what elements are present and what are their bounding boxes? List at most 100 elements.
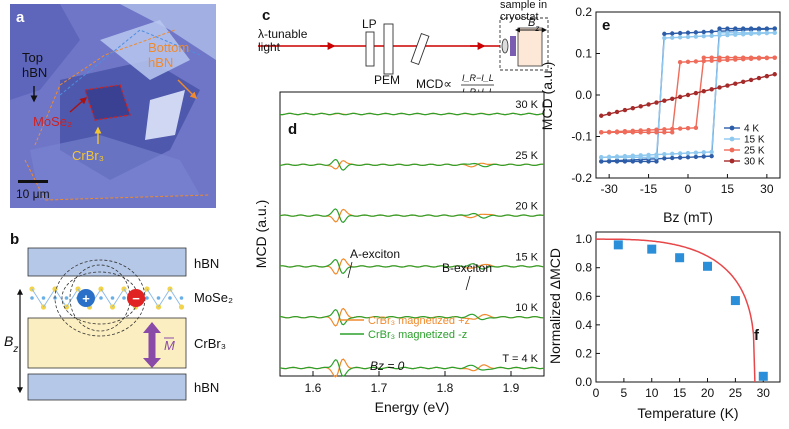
data-point xyxy=(654,100,659,105)
data-point xyxy=(756,56,762,61)
data-point xyxy=(675,253,685,263)
data-point xyxy=(741,56,746,62)
mcd-trace xyxy=(279,158,545,171)
hbn-bottom-label: hBN xyxy=(194,380,219,395)
data-point xyxy=(670,130,675,135)
data-point xyxy=(701,89,706,94)
data-point xyxy=(646,102,651,107)
x-tick-label: 15 xyxy=(721,182,735,196)
electron-circle xyxy=(127,289,145,307)
mcd-trace xyxy=(279,112,545,116)
mo-atom xyxy=(145,296,149,300)
data-point xyxy=(613,240,623,250)
x-tick-label: 1.9 xyxy=(503,381,520,395)
data-point xyxy=(725,32,730,38)
y-tick-label: 0.2 xyxy=(575,5,592,19)
data-point xyxy=(630,130,635,135)
panel-b-letter: b xyxy=(10,231,19,248)
data-point xyxy=(709,153,714,159)
panel-e: e -30 -15 0 15 30 -0.2 -0.1 0.0 0.1 0.2 4 K15 K25 … xyxy=(539,5,781,225)
x-tick-label: 20 xyxy=(701,386,715,400)
data-point xyxy=(685,30,691,35)
data-point xyxy=(599,155,604,160)
temperature-label: 15 K xyxy=(515,251,538,263)
legend-label: 15 K xyxy=(744,135,765,146)
panel-a-letter: a xyxy=(16,9,25,26)
chart-f-ylabel: Normalized ΔMCD xyxy=(547,248,563,364)
data-point xyxy=(670,35,675,40)
data-point xyxy=(717,85,722,90)
data-point xyxy=(693,34,699,39)
data-point xyxy=(630,106,635,111)
legend-label: 30 K xyxy=(744,157,765,168)
data-point xyxy=(662,35,667,41)
legend-minus-z: CrBr₃ magnetized -z xyxy=(368,329,467,341)
data-point xyxy=(701,58,706,64)
x-tick-label: 30 xyxy=(757,386,771,400)
crbr3-layer-label: CrBr₃ xyxy=(194,336,226,351)
data-point xyxy=(606,159,612,164)
data-point xyxy=(685,155,691,160)
legend-label: 4 K xyxy=(744,124,759,135)
chart-d-ylabel: MCD (a.u.) xyxy=(253,200,269,268)
hole-circle xyxy=(77,289,95,307)
data-point xyxy=(685,92,691,98)
scale-bar xyxy=(18,180,48,183)
x-tick-label: 0 xyxy=(593,386,600,400)
fraction-numerator: I_R−I_L xyxy=(462,73,494,83)
chart-e-ylabel: MCD (a.u.) xyxy=(539,62,555,130)
cryostat-bz-label: Bz xyxy=(528,17,539,33)
data-point xyxy=(733,81,738,86)
hbn-top-label: hBN xyxy=(194,256,219,271)
data-point xyxy=(638,104,643,109)
bottom-hbn-label: Bottom hBN xyxy=(148,40,189,70)
data-point xyxy=(756,27,762,32)
data-point xyxy=(764,73,770,79)
data-point xyxy=(772,26,777,31)
mcd-trace xyxy=(279,258,545,274)
y-tick-label: 0.2 xyxy=(575,346,592,360)
data-point xyxy=(638,130,643,135)
data-point xyxy=(685,126,691,131)
light-label: λ-tunable light xyxy=(258,27,308,54)
crbr3-layer xyxy=(27,317,187,369)
mose2-label: MoSe₂ xyxy=(33,114,72,129)
data-point xyxy=(685,150,691,156)
data-point xyxy=(638,159,643,164)
hbn-top-layer xyxy=(27,247,187,277)
scale-label: 10 μm xyxy=(16,187,50,201)
data-point xyxy=(758,371,768,381)
data-point xyxy=(677,30,683,36)
x-tick-label: 1.7 xyxy=(371,381,388,395)
chart-e-xlabel: Bz (mT) xyxy=(663,209,713,225)
temperature-label: T = 4 K xyxy=(502,353,538,365)
data-point xyxy=(701,150,706,155)
chart-e-plot: -30 -15 0 15 30 -0.2 -0.1 0.0 0.1 0.2 4 K15 K25 K3… xyxy=(571,5,777,196)
data-point xyxy=(748,27,754,32)
data-point xyxy=(654,130,659,135)
lens xyxy=(501,38,509,54)
data-point xyxy=(670,151,675,157)
data-point xyxy=(622,159,628,164)
data-point xyxy=(606,111,612,117)
data-point xyxy=(647,244,657,254)
data-point xyxy=(614,159,620,164)
data-point xyxy=(614,130,620,135)
data-point xyxy=(730,296,740,306)
data-point xyxy=(764,26,770,32)
chart-d-xlabel: Energy (eV) xyxy=(375,399,450,415)
data-point xyxy=(693,30,699,35)
data-point xyxy=(709,149,714,155)
x-tick-label: 15 xyxy=(673,386,687,400)
data-point xyxy=(725,83,730,88)
legend-plus-z: CrBr₃ magnetized +z xyxy=(368,315,470,327)
data-point xyxy=(741,79,746,84)
mo-atom xyxy=(156,296,161,300)
data-point xyxy=(662,152,667,157)
data-point xyxy=(677,126,683,131)
panel-f-letter: f xyxy=(754,327,760,344)
data-point xyxy=(709,29,714,34)
data-point xyxy=(756,31,762,36)
data-point xyxy=(599,130,604,135)
